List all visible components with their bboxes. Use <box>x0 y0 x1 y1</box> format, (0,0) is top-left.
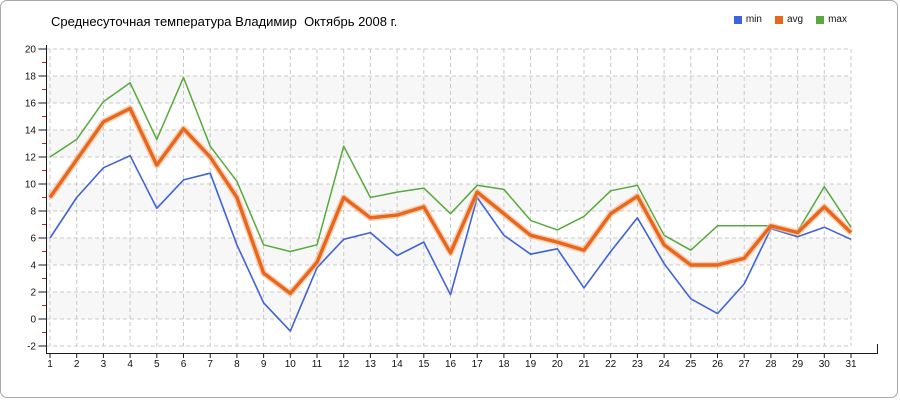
svg-text:11: 11 <box>312 359 323 370</box>
svg-text:2: 2 <box>74 359 80 370</box>
svg-text:31: 31 <box>845 359 857 370</box>
legend-label-min: min <box>745 14 762 25</box>
legend-item-avg: avg <box>774 14 804 25</box>
svg-text:20: 20 <box>552 359 564 370</box>
svg-text:-2: -2 <box>27 342 36 353</box>
svg-text:4: 4 <box>127 359 133 370</box>
svg-text:8: 8 <box>30 207 36 218</box>
legend-label-avg: avg <box>786 14 804 25</box>
legend-color-min-icon <box>733 15 742 24</box>
legend-color-max-icon <box>816 15 825 24</box>
svg-text:4: 4 <box>30 261 36 272</box>
svg-text:1: 1 <box>47 359 53 370</box>
svg-text:9: 9 <box>261 359 267 370</box>
svg-text:18: 18 <box>498 359 510 370</box>
svg-text:8: 8 <box>234 359 240 370</box>
svg-text:3: 3 <box>101 359 107 370</box>
svg-text:19: 19 <box>525 359 537 370</box>
svg-text:6: 6 <box>181 359 187 370</box>
svg-text:18: 18 <box>25 72 37 83</box>
chart-title: Среднесуточная температура Владимир Октя… <box>51 14 398 29</box>
legend-color-avg-icon <box>774 15 783 24</box>
svg-text:21: 21 <box>578 359 590 370</box>
svg-text:10: 10 <box>285 359 297 370</box>
svg-text:24: 24 <box>659 359 671 370</box>
svg-text:5: 5 <box>154 359 160 370</box>
svg-text:7: 7 <box>207 359 213 370</box>
svg-text:12: 12 <box>25 153 37 164</box>
svg-text:27: 27 <box>739 359 751 370</box>
svg-text:14: 14 <box>25 126 37 137</box>
svg-text:0: 0 <box>30 315 36 326</box>
svg-text:20: 20 <box>25 45 37 56</box>
svg-text:12: 12 <box>338 359 350 370</box>
legend-label-max: max <box>828 14 847 25</box>
legend-item-max: max <box>816 14 847 25</box>
svg-text:10: 10 <box>25 180 37 191</box>
svg-text:15: 15 <box>418 359 430 370</box>
svg-text:23: 23 <box>632 359 644 370</box>
svg-text:14: 14 <box>392 359 404 370</box>
svg-text:13: 13 <box>365 359 377 370</box>
svg-text:22: 22 <box>605 359 617 370</box>
svg-text:29: 29 <box>792 359 804 370</box>
svg-text:26: 26 <box>712 359 724 370</box>
svg-text:30: 30 <box>819 359 831 370</box>
svg-text:25: 25 <box>685 359 697 370</box>
svg-text:17: 17 <box>472 359 484 370</box>
svg-text:16: 16 <box>25 99 37 110</box>
legend: min avg max <box>733 14 847 25</box>
svg-text:2: 2 <box>30 288 36 299</box>
svg-text:28: 28 <box>765 359 777 370</box>
svg-text:16: 16 <box>445 359 457 370</box>
legend-item-min: min <box>733 14 762 25</box>
svg-text:6: 6 <box>30 234 36 245</box>
